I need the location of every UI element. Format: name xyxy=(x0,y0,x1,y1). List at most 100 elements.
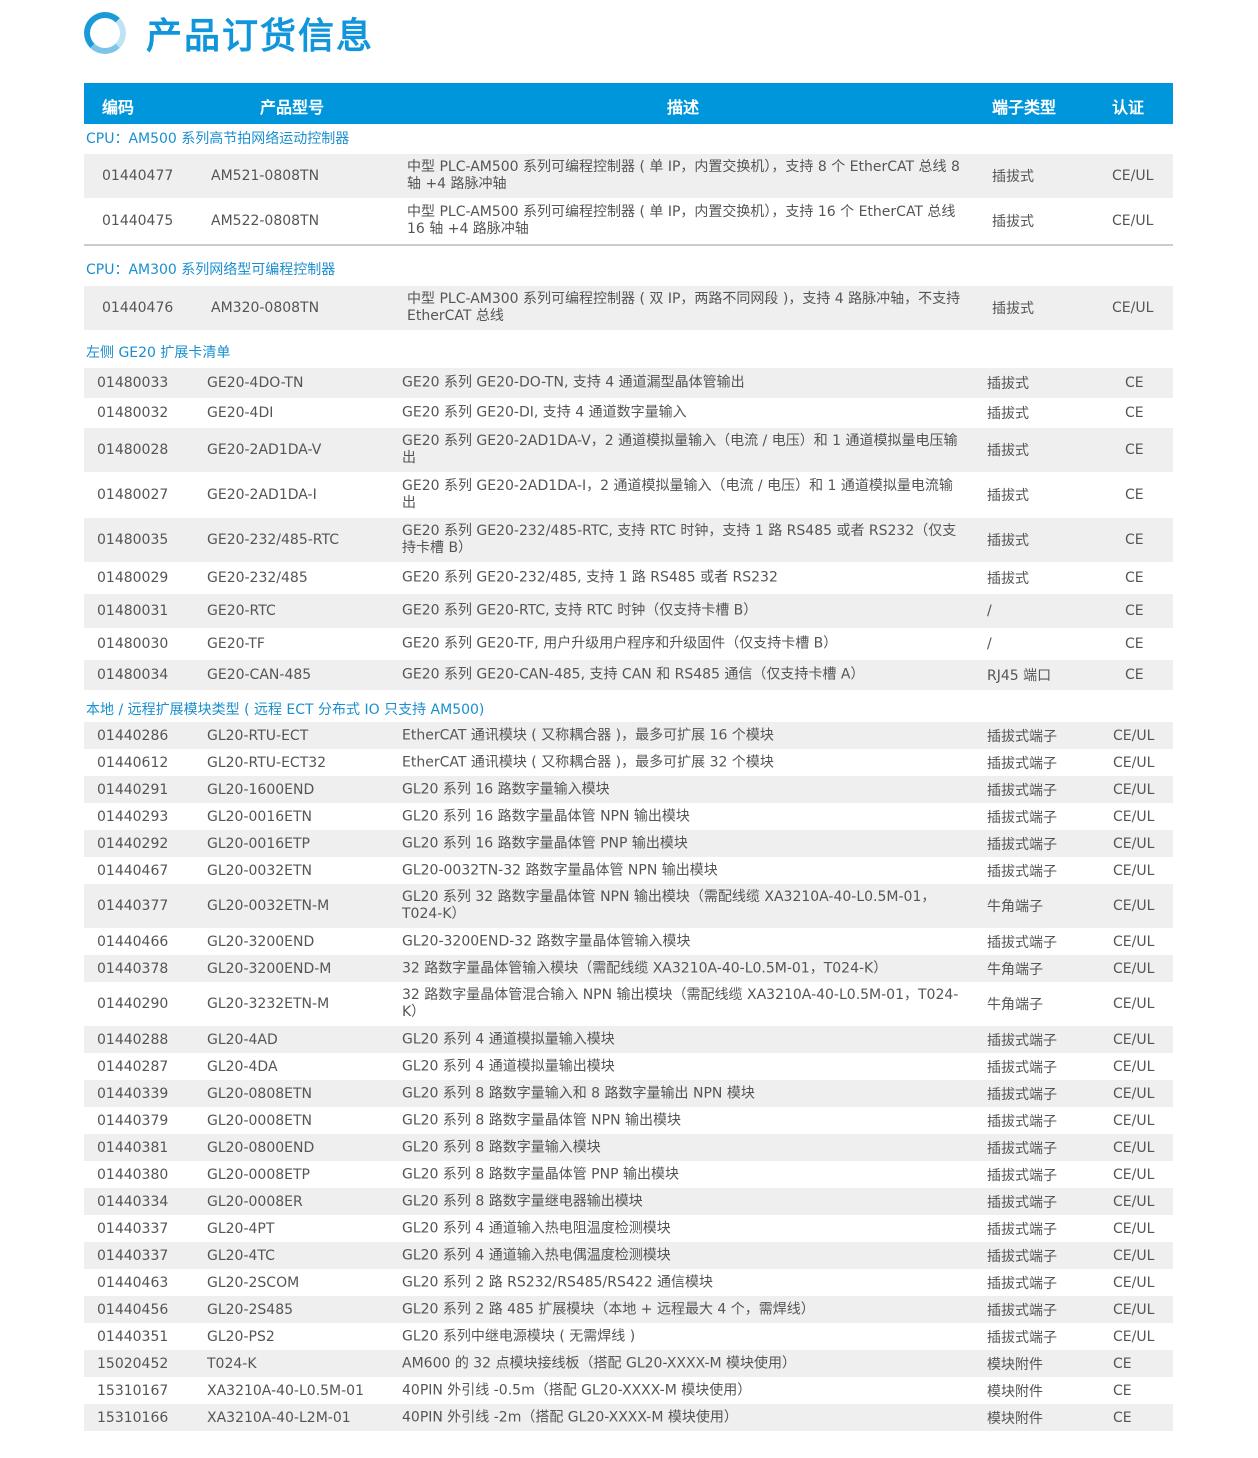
cell-terminal: 插拔式端子 xyxy=(987,1140,1057,1157)
cell-terminal: 插拔式端子 xyxy=(987,863,1057,880)
cell-desc: EtherCAT 通讯模块 ( 又称耦合器 )，最多可扩展 32 个模块 xyxy=(402,754,774,770)
cell-terminal: 插拔式端子 xyxy=(987,1275,1057,1292)
cell-model: T024-K xyxy=(207,1355,257,1372)
cell-model: GE20-2AD1DA-I xyxy=(207,487,317,503)
cell-code: 01440612 xyxy=(97,754,169,771)
cell-model: GL20-4PT xyxy=(207,1220,275,1237)
cell-cert: CE/UL xyxy=(1113,1058,1155,1075)
cell-desc: GL20 系列 32 路数字量晶体管 NPN 输出模块（需配线缆 XA3210A… xyxy=(402,889,936,922)
cell-model: GE20-4DO-TN xyxy=(207,375,304,391)
cell-cert: CE/UL xyxy=(1113,1166,1155,1183)
cell-terminal: 插拔式端子 xyxy=(987,1032,1057,1049)
cell-code: 01440466 xyxy=(97,933,169,950)
cell-model: GE20-2AD1DA-V xyxy=(207,442,322,458)
cell-desc: 40PIN 外引线 -0.5m（搭配 GL20-XXXX-M 模块使用） xyxy=(402,1382,752,1398)
cell-code: 01440378 xyxy=(97,960,169,977)
cell-cert: CE/UL xyxy=(1112,213,1154,229)
cell-terminal: 插拔式端子 xyxy=(987,934,1057,951)
cell-terminal: 插拔式 xyxy=(992,169,1034,185)
cell-model: GL20-0032ETN xyxy=(207,862,313,879)
cell-model: GL20-2SCOM xyxy=(207,1274,300,1291)
cell-model: GE20-CAN-485 xyxy=(207,667,312,683)
cell-model: GL20-3200END-M xyxy=(207,960,332,977)
cell-code: 01480031 xyxy=(97,603,169,619)
cell-cert: CE/UL xyxy=(1112,300,1154,316)
cell-terminal: 插拔式端子 xyxy=(987,1059,1057,1076)
cell-code: 01440476 xyxy=(102,300,174,316)
cell-code: 01480030 xyxy=(97,636,169,652)
cell-code: 01480028 xyxy=(97,442,169,458)
cell-cert: CE/UL xyxy=(1113,754,1155,771)
cell-model: GL20-RTU-ECT32 xyxy=(207,754,327,771)
table-row: 01480029 GE20-232/485 GE20 系列 GE20-232/485… xyxy=(84,562,1173,594)
cell-cert: CE/UL xyxy=(1113,1220,1155,1237)
cell-desc: GL20 系列 8 路数字量输入和 8 路数字量输出 NPN 模块 xyxy=(402,1085,755,1101)
table-row: 01440456 GL20-2S485 GL20 系列 2 路 485 扩展模块（本… xyxy=(84,1296,1173,1323)
cell-code: 01440291 xyxy=(97,781,169,798)
table-row: 01480032 GE20-4DI GE20 系列 GE20-DI, 支持 4 通道… xyxy=(84,398,1173,428)
table-header: 编码 产品型号 描述 端子类型 认证 xyxy=(84,83,1173,124)
table-row: 01440291 GL20-1600END GL20 系列 16 路数字量输入模块 插… xyxy=(84,776,1173,803)
section-title: 本地 / 远程扩展模块类型 ( 远程 ECT 分布式 IO 只支持 AM500) xyxy=(86,702,485,718)
cell-code: 01440377 xyxy=(97,898,169,914)
cell-terminal: 插拔式端子 xyxy=(987,1167,1057,1184)
cell-cert: CE/UL xyxy=(1113,1193,1155,1210)
cell-desc: GL20 系列 16 路数字量输入模块 xyxy=(402,781,610,797)
cell-code: 01440463 xyxy=(97,1274,169,1291)
cell-code: 01440287 xyxy=(97,1058,169,1075)
cell-desc: GE20 系列 GE20-2AD1DA-V，2 通道模拟量输入（电流 / 电压）… xyxy=(402,433,958,466)
cell-code: 01480033 xyxy=(97,375,169,391)
cell-cert: CE/UL xyxy=(1113,835,1155,852)
cell-code: 01480034 xyxy=(97,667,169,683)
cell-terminal: 插拔式端子 xyxy=(987,782,1057,799)
cell-desc: 中型 PLC-AM500 系列可编程控制器 ( 单 IP，内置交换机），支持 1… xyxy=(407,204,956,237)
cell-desc: GL20 系列 4 通道输入热电阻温度检测模块 xyxy=(402,1220,671,1236)
cell-desc: GE20 系列 GE20-CAN-485, 支持 CAN 和 RS485 通信（… xyxy=(402,666,865,683)
table-row: 01440377 GL20-0032ETN-M GL20 系列 32 路数字量晶体管… xyxy=(84,884,1173,928)
cell-terminal: 插拔式端子 xyxy=(987,1113,1057,1130)
cell-code: 01440467 xyxy=(97,862,169,879)
cell-cert: CE/UL xyxy=(1112,168,1154,184)
cell-desc: GE20 系列 GE20-DO-TN, 支持 4 通道漏型晶体管输出 xyxy=(402,374,745,391)
cell-cert: CE xyxy=(1125,570,1144,586)
cell-terminal: 插拔式端子 xyxy=(987,1194,1057,1211)
cell-cert: CE/UL xyxy=(1113,1247,1155,1264)
cell-desc: GL20 系列 4 通道输入热电偶温度检测模块 xyxy=(402,1247,671,1263)
cell-desc: GL20 系列 4 通道模拟量输出模块 xyxy=(402,1058,615,1074)
cell-terminal: 插拔式端子 xyxy=(987,1329,1057,1346)
cell-cert: CE/UL xyxy=(1113,727,1155,744)
table-row: 15310166 XA3210A-40-L2M-01 40PIN 外引线 -2m（搭… xyxy=(84,1404,1173,1431)
table-row: 01440292 GL20-0016ETP GL20 系列 16 路数字量晶体管 P… xyxy=(84,830,1173,857)
cell-model: GL20-0008ETN xyxy=(207,1112,313,1129)
table-row: 01440612 GL20-RTU-ECT32 EtherCAT 通讯模块 ( 又称… xyxy=(84,749,1173,776)
cell-cert: CE xyxy=(1125,375,1144,391)
cell-code: 01440456 xyxy=(97,1301,169,1318)
table-row: 01440379 GL20-0008ETN GL20 系列 8 路数字量晶体管 NP… xyxy=(84,1107,1173,1134)
cell-desc: GL20 系列 16 路数字量晶体管 PNP 输出模块 xyxy=(402,835,688,851)
cell-desc: GL20 系列 8 路数字量输入模块 xyxy=(402,1139,601,1155)
cell-terminal: 牛角端子 xyxy=(987,961,1043,978)
page-title: 产品订货信息 xyxy=(84,10,374,57)
cell-desc: GE20 系列 GE20-2AD1DA-I，2 通道模拟量输入（电流 / 电压）… xyxy=(402,478,953,511)
cell-terminal: 插拔式端子 xyxy=(987,755,1057,772)
table-row: 01440466 GL20-3200END GL20-3200END-32 路数字量… xyxy=(84,928,1173,955)
cell-desc: 40PIN 外引线 -2m（搭配 GL20-XXXX-M 模块使用） xyxy=(402,1409,738,1425)
cell-desc: GL20 系列中继电源模块 ( 无需焊线 ) xyxy=(402,1328,636,1344)
cell-desc: GL20 系列 8 路数字量晶体管 NPN 输出模块 xyxy=(402,1112,682,1128)
cell-code: 01440380 xyxy=(97,1166,169,1183)
table-row: 01440476 AM320-0808TN 中型 PLC-AM300 系列可编程控制… xyxy=(84,286,1173,330)
header-terminal: 端子类型 xyxy=(992,98,1057,117)
cell-terminal: 插拔式 xyxy=(987,488,1029,504)
table-row: 01440286 GL20-RTU-ECT EtherCAT 通讯模块 ( 又称耦合… xyxy=(84,722,1173,749)
table-row: 01480030 GE20-TF GE20 系列 GE20-TF, 用户升级用户程序… xyxy=(84,628,1173,660)
cell-desc: EtherCAT 通讯模块 ( 又称耦合器 )，最多可扩展 16 个模块 xyxy=(402,727,774,743)
cell-code: 01440351 xyxy=(97,1328,169,1345)
table-row: 01440337 GL20-4TC GL20 系列 4 通道输入热电偶温度检测模块 插… xyxy=(84,1242,1173,1269)
cell-model: XA3210A-40-L2M-01 xyxy=(207,1409,351,1426)
cell-code: 01440381 xyxy=(97,1139,169,1156)
cell-desc: GL20-0032TN-32 路数字量晶体管 NPN 输出模块 xyxy=(402,862,718,878)
ring-icon xyxy=(84,12,126,54)
cell-desc: 中型 PLC-AM500 系列可编程控制器 ( 单 IP，内置交换机），支持 8… xyxy=(407,159,960,192)
cell-terminal: 插拔式端子 xyxy=(987,1086,1057,1103)
